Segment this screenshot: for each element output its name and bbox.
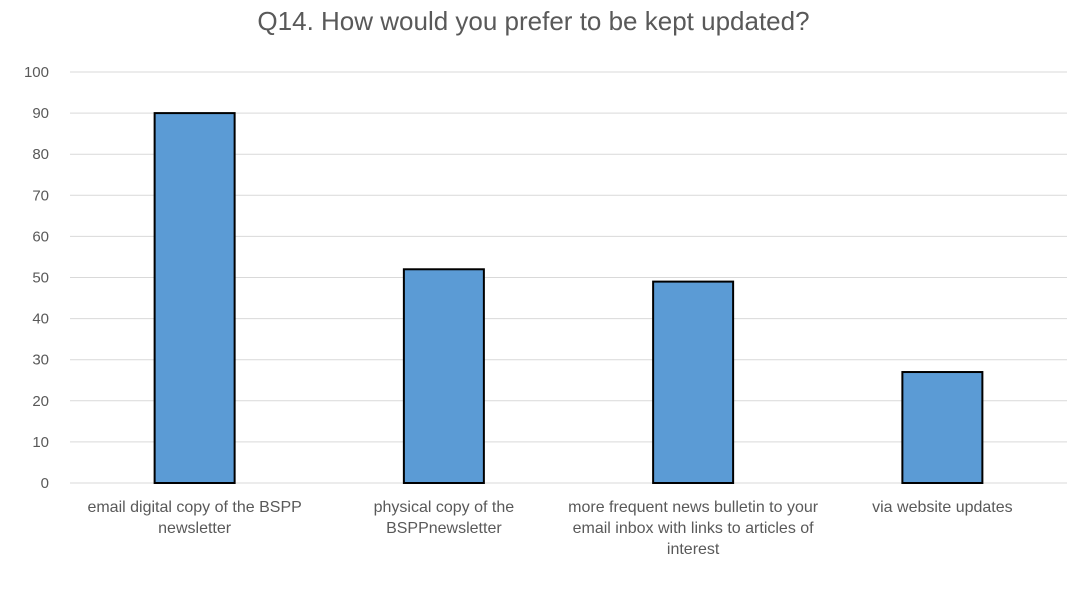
y-tick-label: 50 [32, 270, 49, 287]
y-tick-label: 40 [32, 311, 49, 328]
y-tick-label: 70 [32, 187, 49, 204]
y-tick-label: 100 [24, 64, 49, 81]
bar [901, 371, 984, 484]
y-tick-label: 90 [32, 105, 49, 122]
category-label-email-bulletin: more frequent news bulletin to your emai… [568, 499, 819, 558]
bar [652, 280, 735, 484]
chart-title: Q14. How would you prefer to be kept upd… [257, 6, 810, 36]
bar [402, 268, 485, 484]
category-label-website-updates: via website updates [872, 499, 1013, 516]
bar [153, 112, 236, 484]
category-label-email-digital: email digital copy of the BSPP newslette… [87, 499, 302, 537]
y-tick-label: 0 [41, 475, 49, 492]
y-tick-label: 30 [32, 352, 49, 369]
category-label-physical-copy: physical copy of the BSPPnewsletter [373, 499, 515, 537]
y-tick-label: 20 [32, 393, 49, 410]
y-tick-label: 80 [32, 146, 49, 163]
y-tick-label: 60 [32, 228, 49, 245]
y-tick-label: 10 [32, 434, 49, 451]
